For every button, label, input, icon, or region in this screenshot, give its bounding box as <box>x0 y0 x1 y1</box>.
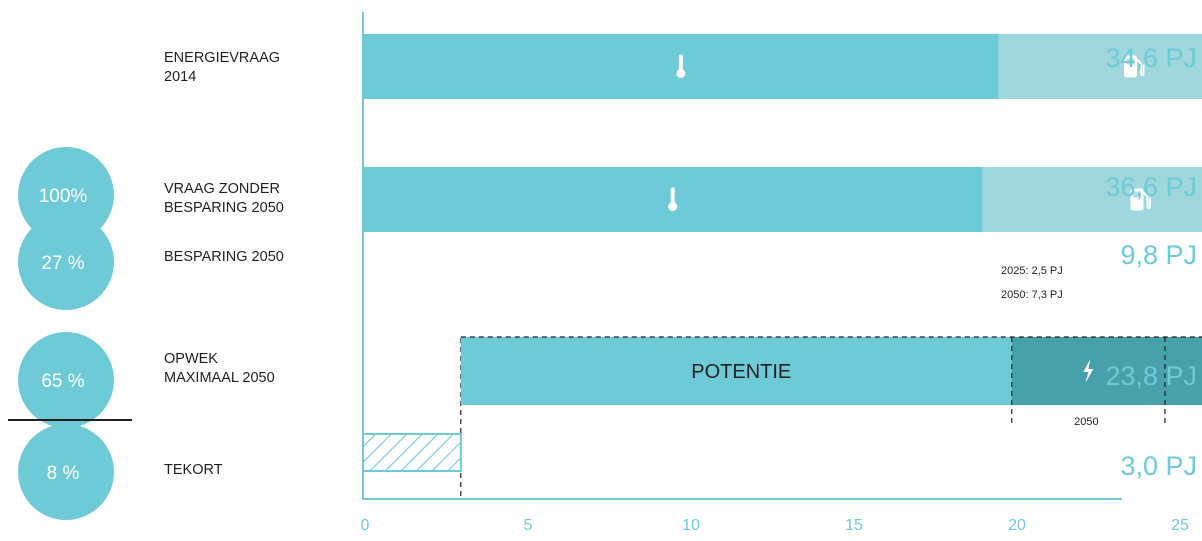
bar-note: 2050: 7,3 PJ <box>1001 289 1063 301</box>
row-label-line: ENERGIEVRAAG <box>164 50 280 66</box>
row-label: VRAAG ZONDER BESPARING 2050 <box>164 181 284 216</box>
row-label-line: MAXIMAAL 2050 <box>164 370 275 386</box>
x-axis: 0510152025303540 <box>361 12 1189 534</box>
row-labels: ENERGIEVRAAG 2014 VRAAG ZONDER BESPARING 20… <box>164 50 284 478</box>
x-tick-label: 15 <box>845 517 863 534</box>
row-total: 9,8 PJ <box>1120 240 1197 270</box>
bar-segment <box>362 433 462 472</box>
percentage-label: 27 % <box>41 253 84 274</box>
percentage-circles: 100% 27 % 65 % 8 % <box>8 147 132 520</box>
bar-row: 2025: 2,5 PJ 2050: 7,3 PJ <box>1001 265 1063 301</box>
percentage-circle <box>18 147 114 243</box>
pump-window <box>1126 58 1135 65</box>
thermometer-bulb <box>668 202 678 211</box>
row-total: 23,8 PJ <box>1105 361 1197 391</box>
row-label-line: BESPARING 2050 <box>164 200 284 216</box>
bar-row <box>363 34 1202 99</box>
lightning-bolt <box>1083 359 1094 383</box>
row-label: TEKORT <box>164 462 223 478</box>
row-total: 34,6 PJ <box>1105 43 1197 73</box>
percentage-label: 100% <box>39 186 88 207</box>
segment-label: POTENTIE <box>691 361 791 383</box>
percentage-circle <box>18 214 114 310</box>
row-label-line: 2014 <box>164 69 196 85</box>
pump-hose <box>1136 58 1145 77</box>
row-total: 3,0 PJ <box>1120 451 1197 481</box>
fuel-pump-icon <box>1123 55 1145 78</box>
thermometer-bulb <box>676 69 686 78</box>
percentage-label: 65 % <box>41 371 84 392</box>
row-total: 36,6 PJ <box>1105 172 1197 202</box>
thermometer-stem <box>678 54 683 71</box>
row-label: OPWEK MAXIMAAL 2050 <box>164 351 275 386</box>
percentage-circle <box>18 424 114 520</box>
segment-sublabel: 2050 <box>1074 416 1098 428</box>
row-label: ENERGIEVRAAG 2014 <box>164 50 280 85</box>
bar-row <box>363 167 1202 232</box>
row-label-line: BESPARING 2050 <box>164 249 284 265</box>
bar-segment <box>998 34 1202 99</box>
percentage-label: 8 % <box>47 463 80 484</box>
bar-note: 2025: 2,5 PJ <box>1001 265 1063 277</box>
percentage-circle <box>18 332 114 428</box>
row-label-line: OPWEK <box>164 351 218 367</box>
x-tick-label: 10 <box>682 517 700 534</box>
row-label-line: TEKORT <box>164 462 223 478</box>
x-tick-label: 25 <box>1171 517 1189 534</box>
x-tick-label: 5 <box>524 517 533 534</box>
pump-hose <box>1142 191 1152 210</box>
pump-window <box>1133 191 1142 198</box>
bar-row: POTENTIE20502025 <box>460 336 1202 428</box>
thermometer-icon <box>668 187 678 211</box>
row-label: BESPARING 2050 <box>164 249 284 265</box>
thermometer-stem <box>670 187 675 204</box>
thermometer-icon <box>676 54 686 78</box>
bar-segment <box>1164 337 1202 405</box>
x-tick-label: 0 <box>361 517 370 534</box>
x-tick-label: 20 <box>1008 517 1026 534</box>
fuel-pump-icon <box>1130 188 1152 211</box>
lightning-icon <box>1083 359 1094 383</box>
bar-row <box>362 433 462 472</box>
row-totals: 34,6 PJ 36,6 PJ 9,8 PJ 23,8 PJ 3,0 PJ <box>1105 43 1197 481</box>
bar-segment <box>460 337 1012 405</box>
bar-segment <box>982 167 1202 232</box>
row-label-line: VRAAG ZONDER <box>164 181 280 197</box>
